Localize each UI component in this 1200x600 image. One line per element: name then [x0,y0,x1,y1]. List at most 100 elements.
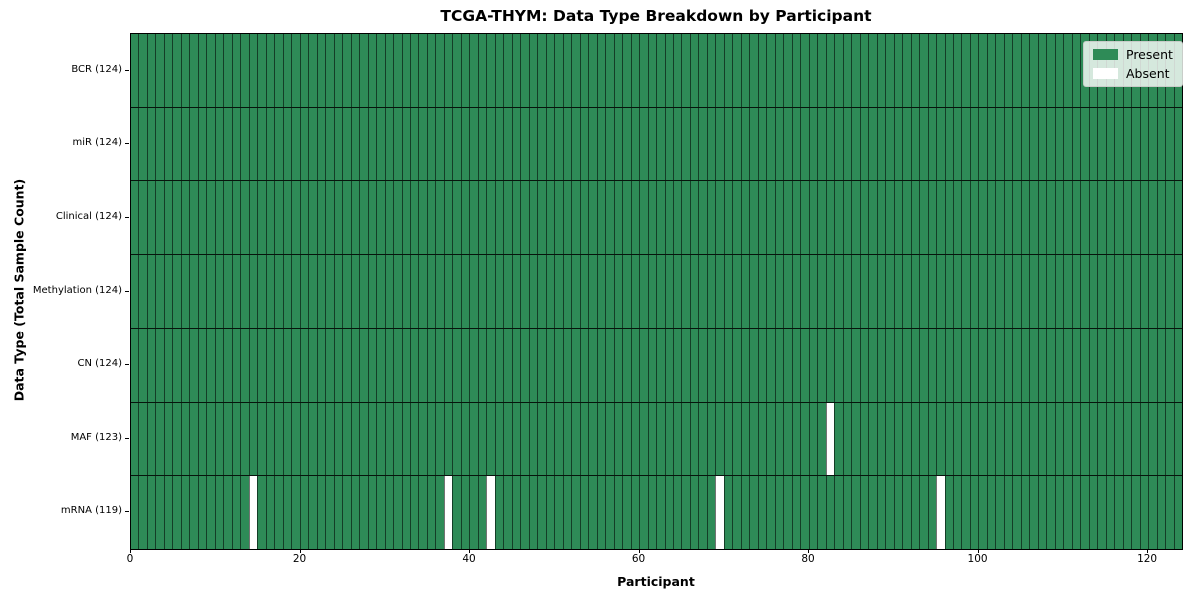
heatmap-cell-present [393,402,402,476]
heatmap-cell-present [163,328,173,402]
heatmap-cell-present [223,34,232,107]
heatmap-cell-present [350,328,360,402]
heatmap-cell-present [995,402,1004,476]
heatmap-cell-present [248,181,258,255]
heatmap-cell-present [647,34,657,107]
heatmap-cell-present [274,328,283,402]
heatmap-cell-present [647,328,657,402]
heatmap-cell-present [537,255,546,328]
heatmap-cell-present [656,181,665,255]
heatmap-cell-present [409,402,419,476]
heatmap-cell-present [214,328,224,402]
heatmap-cell-present [138,181,147,255]
heatmap-cell-present [477,402,487,476]
heatmap-cell-present [1012,328,1021,402]
heatmap-cell-present [1080,255,1089,328]
heatmap-cell-present [656,328,665,402]
heatmap-cell-present [1173,181,1183,255]
heatmap-cell-present [910,476,920,550]
heatmap-cell-present [316,34,326,107]
heatmap-cell-present [1080,107,1089,181]
heatmap-cell-present [257,328,266,402]
heatmap-cell-present [969,402,979,476]
heatmap-cell-present [825,476,835,550]
heatmap-cell-present [257,402,266,476]
heatmap-cell-present [1046,328,1055,402]
heatmap-cell-present [528,255,538,328]
heatmap-cell-present [927,255,937,328]
heatmap-cell-present [859,402,869,476]
heatmap-cell-present [740,181,750,255]
heatmap-cell-present [342,255,351,328]
heatmap-cell-present [664,402,673,476]
heatmap-cell-present [469,328,478,402]
heatmap-cell-present [910,107,920,181]
heatmap-cell-present [757,476,767,550]
heatmap-cell-present [308,255,317,328]
heatmap-cell-present [376,107,385,181]
x-tick-mark [1147,549,1149,553]
heatmap-cell-present [1139,476,1149,550]
heatmap-cell-present [435,181,444,255]
heatmap-cell-present [452,34,461,107]
heatmap-cell-present [189,402,198,476]
heatmap-cell-present [851,181,860,255]
heatmap-cell-present [197,402,207,476]
heatmap-cell-present [443,328,453,402]
heatmap-cell-present [1131,402,1140,476]
heatmap-cell-present [545,34,555,107]
legend-swatch-present [1093,49,1118,60]
y-tick-label-MAF: MAF (123) [70,431,122,443]
heatmap-cell-present [859,181,869,255]
heatmap-row-Clinical [131,181,1183,256]
heatmap-cell-present [978,34,987,107]
heatmap-cell-present [774,328,784,402]
heatmap-cell-present [740,34,750,107]
heatmap-cell-present [681,255,690,328]
heatmap-cell-present [155,255,164,328]
heatmap-cell-present [969,328,979,402]
x-tick-mark [638,549,640,553]
heatmap-cell-present [817,402,826,476]
heatmap-cell-present [1037,181,1047,255]
heatmap-cell-present [596,107,606,181]
heatmap-cell-present [384,476,394,550]
heatmap-cell-present [265,402,275,476]
heatmap-cell-present [528,181,538,255]
heatmap-cell-present [749,107,758,181]
heatmap-cell-present [927,476,937,550]
heatmap-cell-present [732,181,741,255]
heatmap-cell-present [1105,476,1115,550]
heatmap-cell-present [146,255,156,328]
heatmap-cell-present [622,328,631,402]
heatmap-cell-present [325,255,334,328]
heatmap-cell-present [1080,402,1089,476]
heatmap-cell-present [1156,181,1166,255]
heatmap-cell-present [995,328,1004,402]
heatmap-cell-present [452,328,461,402]
heatmap-cell-present [1029,476,1038,550]
heatmap-cell-present [214,255,224,328]
heatmap-cell-present [927,181,937,255]
heatmap-cell-present [774,107,784,181]
heatmap-cell-present [486,107,495,181]
heatmap-cell-present [1071,328,1081,402]
heatmap-cell-present [630,34,640,107]
heatmap-cell-present [723,107,733,181]
heatmap-cell-present [214,402,224,476]
heatmap-cell-present [520,328,529,402]
heatmap-cell-present [579,328,589,402]
heatmap-cell-present [749,328,758,402]
heatmap-cell-present [605,402,614,476]
heatmap-cell-present [248,255,258,328]
heatmap-cell-present [1054,402,1064,476]
heatmap-cell-present [885,255,894,328]
heatmap-cell-present [248,34,258,107]
heatmap-cell-present [571,181,580,255]
heatmap-cell-present [359,255,368,328]
heatmap-cell-present [316,328,326,402]
x-tick-label-120: 120 [1137,553,1158,565]
heatmap-cell-present [537,34,546,107]
heatmap-cell-present [783,328,792,402]
heatmap-cell-present [630,107,640,181]
